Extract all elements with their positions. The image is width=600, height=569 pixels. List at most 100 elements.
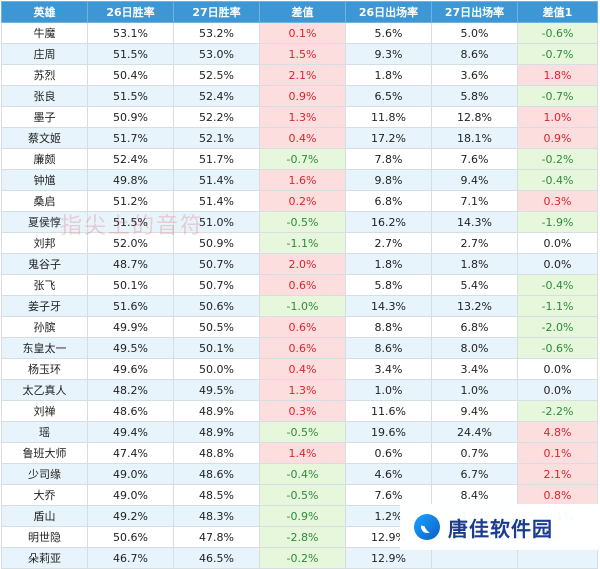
- cell-winrate-diff: 1.3%: [259, 106, 346, 128]
- cell-pickrate-26: 0.6%: [345, 442, 432, 464]
- cell-winrate-26: 53.1%: [87, 22, 174, 44]
- cell-pickrate-27: 12.8%: [431, 106, 518, 128]
- cell-pickrate-diff: 2.1%: [517, 463, 598, 485]
- cell-winrate-diff: 0.4%: [259, 127, 346, 149]
- cell-pickrate-26: 14.3%: [345, 295, 432, 317]
- table-row: 苏烈 50.4% 52.5% 2.1% 1.8% 3.6% 1.8%: [1, 64, 598, 86]
- cell-winrate-26: 49.4%: [87, 421, 174, 443]
- cell-winrate-diff: 1.5%: [259, 43, 346, 65]
- table-row: 夏侯惇 51.5% 51.0% -0.5% 16.2% 14.3% -1.9%: [1, 211, 598, 233]
- cell-winrate-diff: -0.2%: [259, 547, 346, 569]
- cell-pickrate-27: 5.8%: [431, 85, 518, 107]
- cell-winrate-26: 48.2%: [87, 379, 174, 401]
- cell-winrate-diff: 0.9%: [259, 85, 346, 107]
- cell-pickrate-27: 18.1%: [431, 127, 518, 149]
- cell-hero: 鬼谷子: [1, 253, 88, 275]
- cell-winrate-26: 49.0%: [87, 463, 174, 485]
- cell-pickrate-26: 3.4%: [345, 358, 432, 380]
- cell-winrate-diff: 2.1%: [259, 64, 346, 86]
- cell-pickrate-diff: 1.8%: [517, 64, 598, 86]
- cell-hero: 明世隐: [1, 526, 88, 548]
- cell-pickrate-diff: 0.0%: [517, 232, 598, 254]
- cell-pickrate-26: 1.8%: [345, 64, 432, 86]
- header-pickrate-26: 26日出场率: [345, 1, 432, 23]
- cell-winrate-27: 48.9%: [173, 421, 260, 443]
- cell-winrate-diff: -0.7%: [259, 148, 346, 170]
- cell-pickrate-27: 8.4%: [431, 484, 518, 506]
- cell-pickrate-27: 3.4%: [431, 358, 518, 380]
- cell-winrate-27: 51.4%: [173, 169, 260, 191]
- cell-pickrate-26: 9.8%: [345, 169, 432, 191]
- cell-winrate-diff: -2.8%: [259, 526, 346, 548]
- cell-pickrate-26: 5.6%: [345, 22, 432, 44]
- cell-winrate-27: 50.1%: [173, 337, 260, 359]
- cell-winrate-26: 50.9%: [87, 106, 174, 128]
- cell-hero: 桑启: [1, 190, 88, 212]
- cell-pickrate-27: 1.8%: [431, 253, 518, 275]
- cell-pickrate-27: 14.3%: [431, 211, 518, 233]
- cell-pickrate-diff: 0.3%: [517, 190, 598, 212]
- table-row: 墨子 50.9% 52.2% 1.3% 11.8% 12.8% 1.0%: [1, 106, 598, 128]
- table-row: 刘禅 48.6% 48.9% 0.3% 11.6% 9.4% -2.2%: [1, 400, 598, 422]
- cell-pickrate-26: 5.8%: [345, 274, 432, 296]
- cell-pickrate-27: 9.4%: [431, 169, 518, 191]
- cell-winrate-27: 50.7%: [173, 274, 260, 296]
- cell-pickrate-26: 8.8%: [345, 316, 432, 338]
- cell-winrate-26: 47.4%: [87, 442, 174, 464]
- cell-pickrate-diff: 0.0%: [517, 253, 598, 275]
- cell-pickrate-diff: -0.6%: [517, 22, 598, 44]
- table-row: 桑启 51.2% 51.4% 0.2% 6.8% 7.1% 0.3%: [1, 190, 598, 212]
- cell-pickrate-diff: 0.9%: [517, 127, 598, 149]
- cell-pickrate-diff: 1.0%: [517, 106, 598, 128]
- table-row: 蔡文姬 51.7% 52.1% 0.4% 17.2% 18.1% 0.9%: [1, 127, 598, 149]
- cell-pickrate-27: 7.6%: [431, 148, 518, 170]
- cell-winrate-26: 49.2%: [87, 505, 174, 527]
- table-row: 廉颇 52.4% 51.7% -0.7% 7.8% 7.6% -0.2%: [1, 148, 598, 170]
- cell-pickrate-diff: -0.4%: [517, 274, 598, 296]
- cell-pickrate-27: 0.7%: [431, 442, 518, 464]
- cell-pickrate-26: 11.8%: [345, 106, 432, 128]
- cell-pickrate-27: 6.8%: [431, 316, 518, 338]
- cell-winrate-26: 50.6%: [87, 526, 174, 548]
- cell-hero: 姜子牙: [1, 295, 88, 317]
- header-pickrate-27: 27日出场率: [431, 1, 518, 23]
- table-row: 张飞 50.1% 50.7% 0.6% 5.8% 5.4% -0.4%: [1, 274, 598, 296]
- cell-winrate-27: 50.7%: [173, 253, 260, 275]
- cell-winrate-27: 48.9%: [173, 400, 260, 422]
- table-row: 孙膑 49.9% 50.5% 0.6% 8.8% 6.8% -2.0%: [1, 316, 598, 338]
- cell-pickrate-diff: [517, 547, 598, 569]
- table-row: 少司缘 49.0% 48.6% -0.4% 4.6% 6.7% 2.1%: [1, 463, 598, 485]
- cell-pickrate-26: 17.2%: [345, 127, 432, 149]
- cell-pickrate-diff: -0.2%: [517, 148, 598, 170]
- cell-winrate-26: 49.8%: [87, 169, 174, 191]
- cell-winrate-diff: 0.6%: [259, 316, 346, 338]
- cell-hero: 廉颇: [1, 148, 88, 170]
- cell-winrate-27: 52.1%: [173, 127, 260, 149]
- cell-winrate-diff: -0.9%: [259, 505, 346, 527]
- cell-hero: 墨子: [1, 106, 88, 128]
- cell-winrate-diff: 0.1%: [259, 22, 346, 44]
- table-row: 刘邦 52.0% 50.9% -1.1% 2.7% 2.7% 0.0%: [1, 232, 598, 254]
- cell-winrate-27: 49.5%: [173, 379, 260, 401]
- cell-pickrate-27: 2.7%: [431, 232, 518, 254]
- cell-pickrate-diff: -1.1%: [517, 295, 598, 317]
- cell-pickrate-27: 5.0%: [431, 22, 518, 44]
- table-row: 钟馗 49.8% 51.4% 1.6% 9.8% 9.4% -0.4%: [1, 169, 598, 191]
- cell-winrate-diff: 1.3%: [259, 379, 346, 401]
- cell-hero: 刘禅: [1, 400, 88, 422]
- cell-hero: 苏烈: [1, 64, 88, 86]
- cell-pickrate-27: [431, 547, 518, 569]
- cell-winrate-27: 53.0%: [173, 43, 260, 65]
- cell-winrate-26: 50.4%: [87, 64, 174, 86]
- logo-text: 唐佳软件园: [448, 516, 553, 541]
- cell-pickrate-26: 8.6%: [345, 337, 432, 359]
- cell-winrate-26: 48.7%: [87, 253, 174, 275]
- logo-swirl-icon: [414, 514, 440, 540]
- cell-pickrate-26: 4.6%: [345, 463, 432, 485]
- cell-pickrate-26: 11.6%: [345, 400, 432, 422]
- cell-winrate-27: 48.5%: [173, 484, 260, 506]
- cell-pickrate-diff: 4.8%: [517, 421, 598, 443]
- cell-winrate-27: 51.0%: [173, 211, 260, 233]
- cell-winrate-26: 51.6%: [87, 295, 174, 317]
